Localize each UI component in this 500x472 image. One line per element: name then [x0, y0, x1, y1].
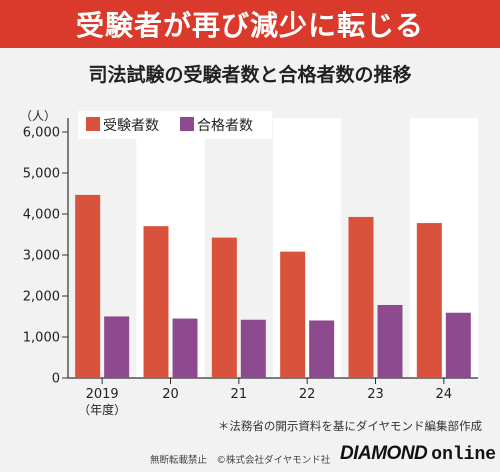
- bar-applicants-21: [211, 237, 237, 378]
- bar-applicants-24: [416, 223, 442, 378]
- y-tick-label: 6,000: [23, 126, 60, 141]
- x-tick-label: 23: [367, 387, 384, 402]
- bar-applicants-2019: [75, 194, 101, 378]
- y-tick-label: 3,000: [23, 249, 60, 264]
- bar-passers-22: [309, 320, 335, 378]
- copyright-notice: 無断転載禁止 ©株式会社ダイヤモンド社: [150, 455, 331, 466]
- source-note: ＊法務省の開示資料を基にダイヤモンド編集部作成: [217, 419, 482, 433]
- headline-text: 受験者が再び減少に転じる: [75, 9, 424, 42]
- brand-main: DIAMOND: [340, 443, 428, 464]
- x-tick-label: 20: [162, 387, 179, 402]
- x-tick-label: 24: [436, 387, 453, 402]
- y-tick-label: 0: [52, 372, 60, 387]
- x-tick-label: 22: [299, 387, 316, 402]
- bar-passers-21: [240, 319, 266, 378]
- x-tick-label: 2019: [86, 387, 119, 402]
- headline-banner: 受験者が再び減少に転じる: [0, 0, 500, 48]
- bar-applicants-20: [143, 226, 169, 378]
- chart-title: 司法試験の受験者数と合格者数の推移: [88, 64, 412, 86]
- legend-box: [78, 111, 272, 139]
- bar-passers-20: [172, 318, 198, 378]
- y-tick-label: 4,000: [23, 208, 60, 223]
- y-tick-label: 2,000: [23, 290, 60, 305]
- brand-logo: DIAMOND online: [340, 443, 496, 465]
- brand-sub: online: [431, 445, 497, 465]
- x-tick-label: 21: [231, 387, 248, 402]
- bar-applicants-23: [348, 216, 374, 378]
- legend-swatch-applicants: [86, 117, 100, 131]
- legend-label-passers: 合格者数: [197, 118, 253, 134]
- x-axis-sublabel: （年度）: [78, 402, 126, 417]
- bar-passers-23: [377, 304, 403, 378]
- bar-passers-2019: [104, 316, 130, 378]
- legend-swatch-passers: [180, 117, 194, 131]
- bar-applicants-22: [280, 251, 306, 378]
- y-tick-label: 1,000: [23, 331, 60, 346]
- y-tick-label: 5,000: [23, 167, 60, 182]
- legend-label-applicants: 受験者数: [103, 118, 159, 134]
- bar-passers-24: [445, 312, 471, 378]
- y-unit-label: （人）: [20, 109, 56, 123]
